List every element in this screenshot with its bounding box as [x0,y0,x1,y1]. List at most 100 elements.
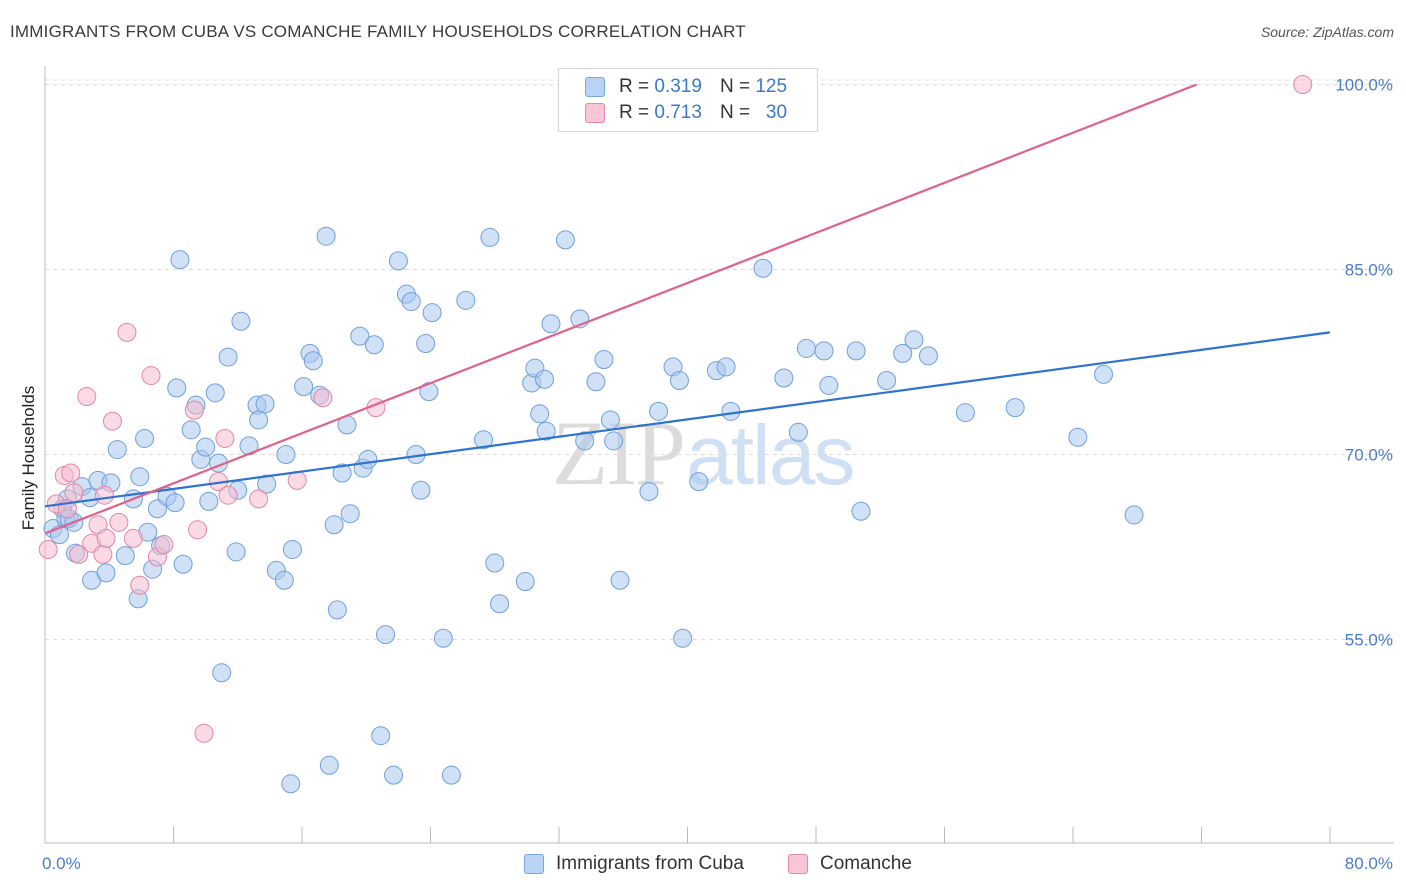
point-comanche [194,723,214,743]
point-cuba [904,330,924,350]
point-cuba [170,250,190,270]
x-tick-label-min: 0.0% [42,854,81,873]
point-comanche [130,575,150,595]
chart-title: IMMIGRANTS FROM CUBA VS COMANCHE FAMILY … [10,22,746,41]
point-cuba [249,410,269,430]
point-comanche [117,322,137,342]
point-cuba [689,472,709,492]
y-axis-label: Family Households [19,386,38,531]
point-cuba [1094,364,1114,384]
point-cuba [819,375,839,395]
point-cuba [485,553,505,573]
point-cuba [1068,427,1088,447]
point-cuba [181,420,201,440]
point-cuba [384,765,404,785]
point-cuba [530,404,550,424]
point-cuba [851,501,871,521]
watermark-atlas: atlas [686,408,855,502]
point-cuba [1005,398,1025,418]
point-comanche [96,528,116,548]
point-cuba [480,227,500,247]
point-cuba [721,401,741,421]
legend-swatch-comanche [585,103,605,123]
point-cuba [555,230,575,250]
point-cuba [814,341,834,361]
point-comanche [102,411,122,431]
point-cuba [281,774,301,794]
point-cuba [107,440,127,460]
point-cuba [401,292,421,312]
point-comanche [215,428,235,448]
point-cuba [316,226,336,246]
point-cuba [340,504,360,524]
point-cuba [433,628,453,648]
point-cuba [205,383,225,403]
data-points [38,75,1313,794]
point-cuba [196,437,216,457]
point-cuba [255,394,275,414]
y-tick-label: 85.0% [1345,261,1393,280]
point-comanche [77,387,97,407]
point-cuba [167,378,187,398]
point-cuba [456,290,476,310]
point-comanche [218,485,238,505]
bottom-legend-cuba: Immigrants from Cuba [524,852,744,876]
y-tick-label: 70.0% [1345,446,1393,465]
point-cuba [649,401,669,421]
trend-line-comanche [44,83,1198,535]
point-comanche [109,512,129,532]
point-cuba [212,663,232,683]
axes [44,66,1394,844]
point-cuba [753,258,773,278]
y-tick-label: 100.0% [1335,76,1393,95]
legend-n-label: N = [719,76,751,97]
point-cuba [474,430,494,450]
source-credit: Source: ZipAtlas.com [1260,24,1394,40]
point-cuba [371,726,391,746]
point-cuba [319,755,339,775]
point-comanche [38,539,58,559]
point-cuba [231,311,251,331]
legend-r-value: 0.713 [654,102,702,123]
point-cuba [955,403,975,423]
point-cuba [575,431,595,451]
point-cuba [918,346,938,366]
point-cuba [294,377,314,397]
trend-line-cuba [44,331,1331,508]
point-cuba [515,572,535,592]
point-cuba [535,369,555,389]
point-cuba [788,422,808,442]
point-cuba [276,445,296,464]
point-cuba [416,334,436,353]
legend-r-label: R = [619,76,650,97]
y-tick-label: 55.0% [1345,631,1393,650]
point-comanche [93,544,113,564]
legend-swatch-cuba [585,77,605,97]
point-cuba [376,625,396,645]
point-comanche [61,463,81,483]
gridlines [45,79,1394,640]
bottom-legend-swatch-comanche [788,854,808,874]
point-cuba [218,347,238,367]
point-cuba [422,303,442,323]
bottom-legend-label-cuba: Immigrants from Cuba [556,853,744,874]
point-comanche [141,366,161,386]
point-cuba [877,371,897,390]
point-comanche [1293,75,1313,94]
point-cuba [673,628,693,648]
point-cuba [586,372,606,392]
point-cuba [165,493,185,513]
point-cuba [1124,505,1144,525]
point-cuba [490,594,510,614]
point-cuba [604,431,624,451]
point-cuba [324,515,344,535]
axis-labels: 55.0% 70.0% 85.0% 100.0% 0.0% 80.0% Family Hou… [19,76,1393,874]
point-cuba [358,449,378,469]
point-cuba [610,570,630,590]
point-comanche [188,520,208,540]
point-cuba [388,251,408,271]
point-cuba [541,314,561,334]
point-comanche [69,544,89,564]
point-comanche [313,388,333,408]
